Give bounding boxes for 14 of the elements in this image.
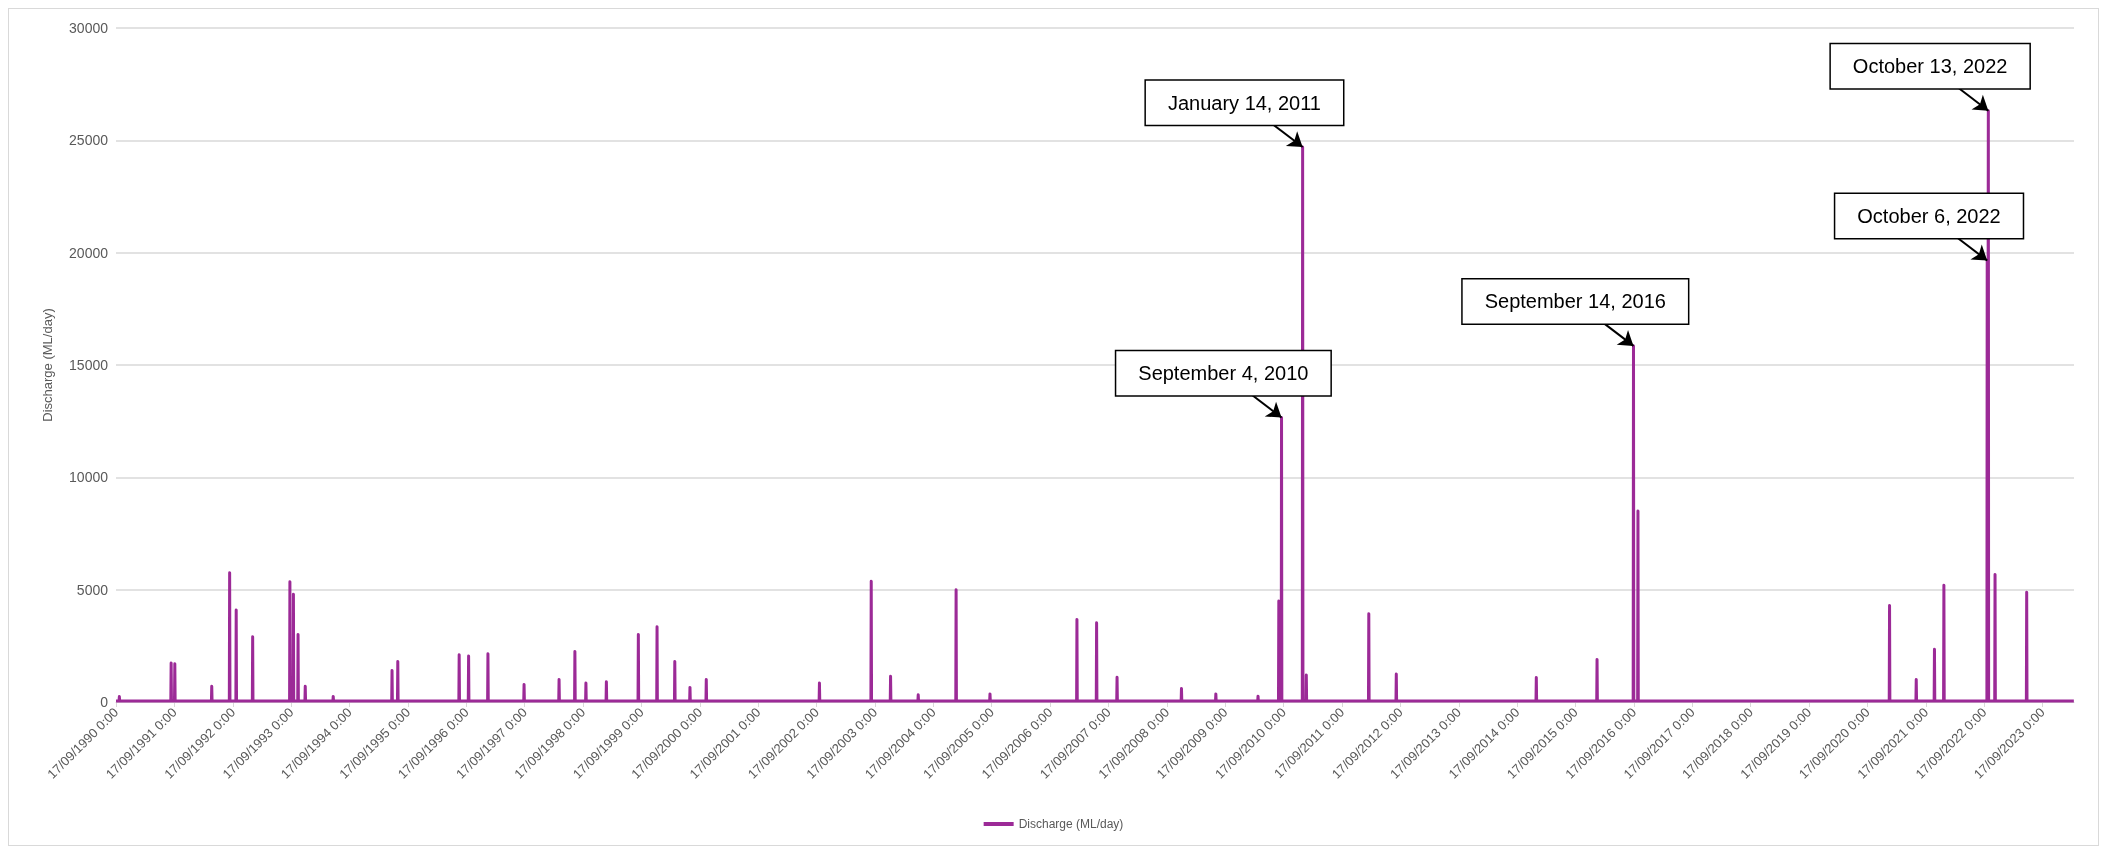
y-tick-label: 0	[100, 694, 109, 710]
annotation: January 14, 2011	[1167, 91, 1321, 114]
y-tick-label: 15000	[69, 357, 109, 373]
annotation: October 13, 2022	[1852, 55, 2008, 78]
annotation: September 4, 2010	[1138, 362, 1309, 385]
legend-label: Discharge (ML/day)	[1018, 817, 1124, 831]
y-tick-label: 10000	[69, 469, 109, 486]
y-tick-label: 30000	[69, 20, 109, 36]
y-tick-label: 25000	[69, 132, 109, 149]
y-tick-label: 20000	[69, 244, 109, 261]
y-axis-title: Discharge (ML/day)	[40, 308, 55, 422]
y-tick-label: 5000	[76, 581, 109, 598]
annotation: October 6, 2022	[1857, 205, 2001, 228]
annotation: September 14, 2016	[1484, 290, 1666, 313]
